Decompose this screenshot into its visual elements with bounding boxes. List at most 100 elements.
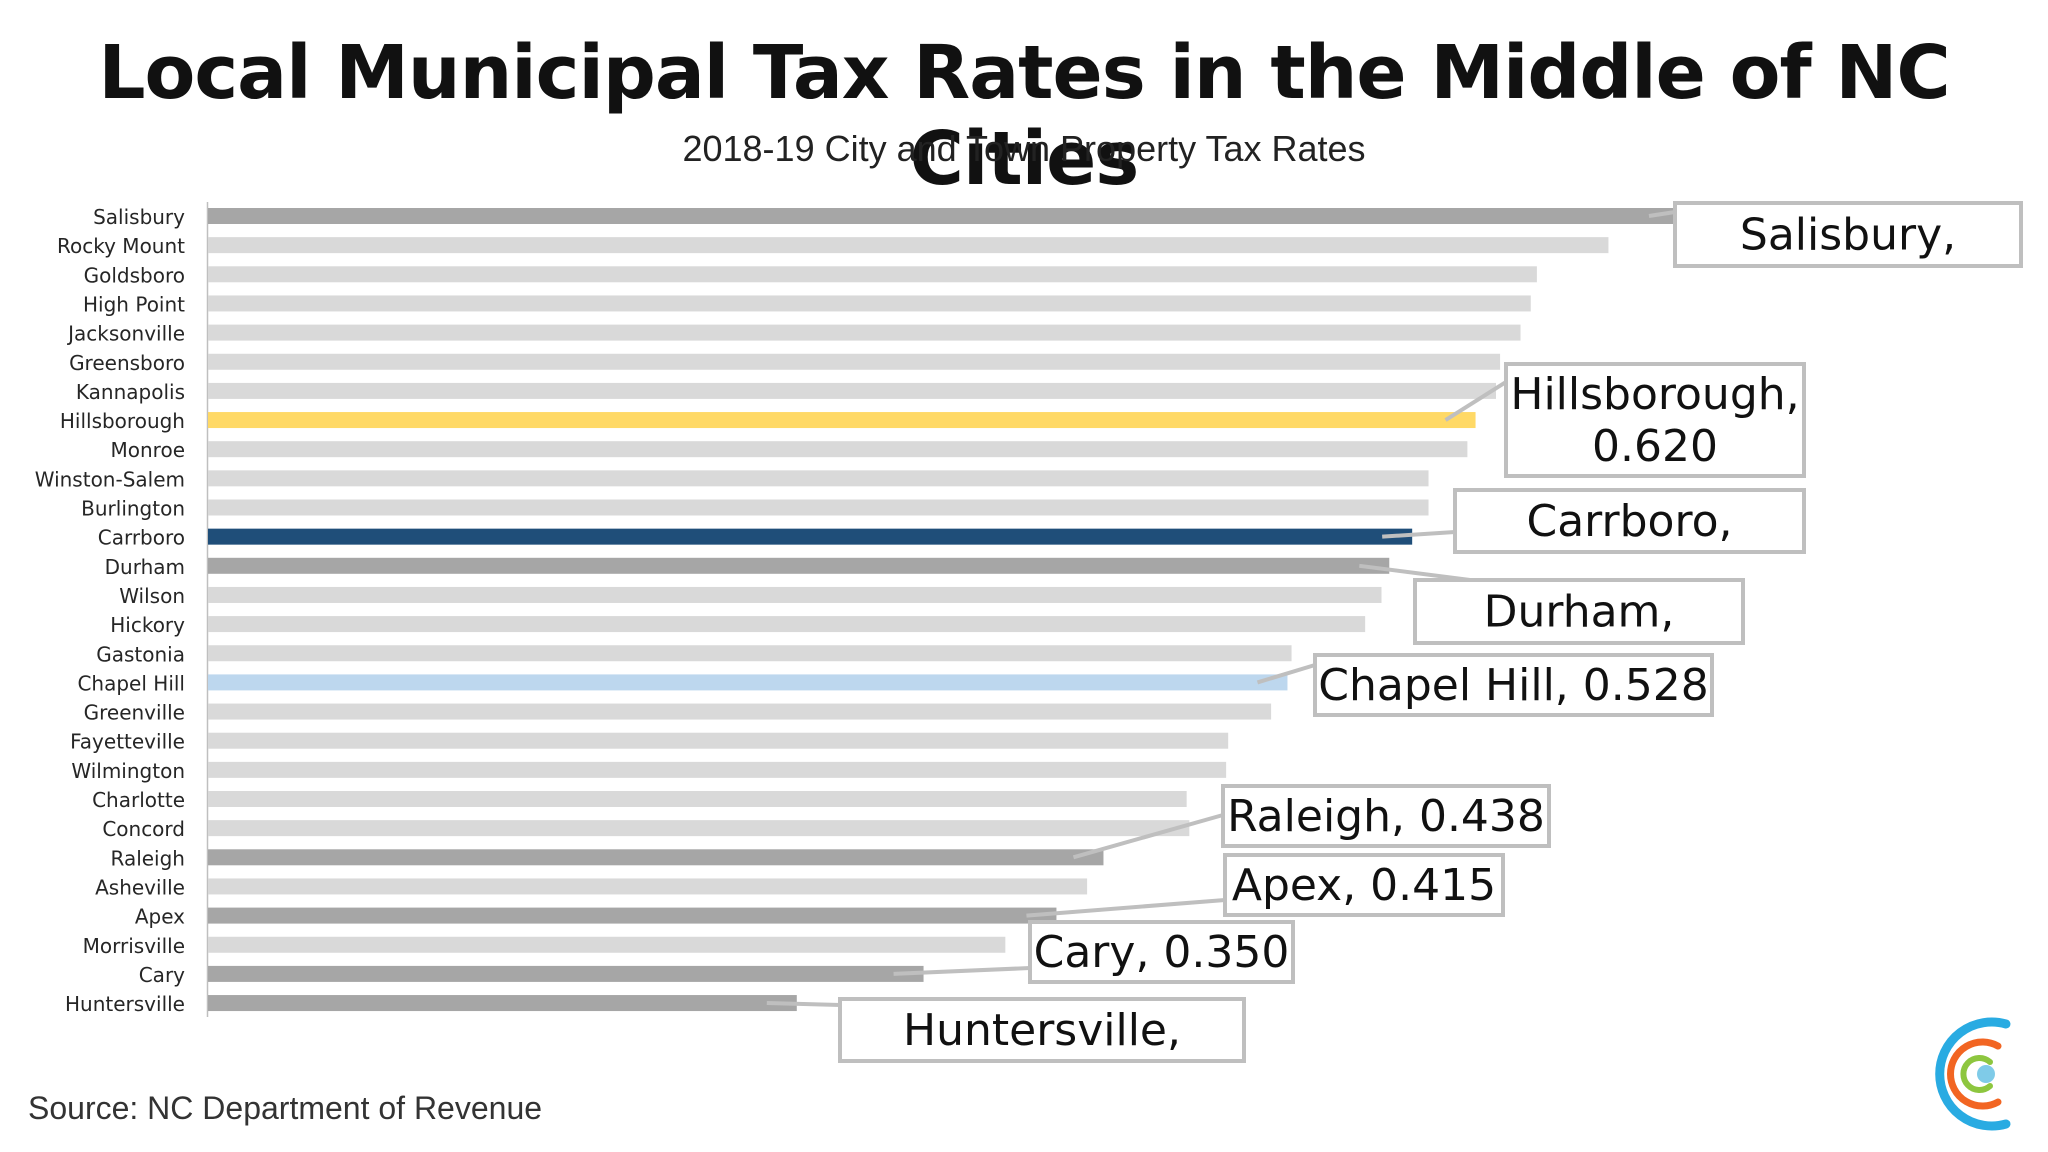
bars <box>208 208 1679 1012</box>
bar-asheville <box>208 878 1088 895</box>
leader-line <box>893 966 1031 976</box>
callout-box <box>1453 488 1806 554</box>
source-note: Source: NC Department of Revenue <box>28 1090 543 1126</box>
callout-huntersville: Huntersville, <box>766 997 1246 1063</box>
callout-label: Salisbury, <box>1740 210 1956 261</box>
tick-label-hillsborough: Hillsborough <box>60 409 185 433</box>
callout-box <box>1223 853 1505 917</box>
concentric-c-logo-icon <box>1935 1017 2011 1131</box>
tick-label-wilmington: Wilmington <box>71 759 185 783</box>
callout-label: Raleigh, 0.438 <box>1227 791 1545 842</box>
bar-durham <box>208 557 1390 574</box>
callout-carrboro: Carrboro, <box>1382 488 1806 554</box>
tick-label-rocky-mount: Rocky Mount <box>57 234 185 258</box>
tick-label-greenville: Greenville <box>84 701 185 725</box>
tick-label-charlotte: Charlotte <box>92 788 185 812</box>
bar-fayetteville <box>208 732 1229 749</box>
bar-wilmington <box>208 761 1227 778</box>
leader-line <box>1382 530 1456 539</box>
tick-label-greensboro: Greensboro <box>69 351 185 375</box>
bar-high-point <box>208 295 1531 312</box>
callout-label: Durham, <box>1484 587 1675 638</box>
bar-raleigh <box>208 849 1104 866</box>
bar-jacksonville <box>208 324 1521 341</box>
tick-label-cary: Cary <box>139 963 185 987</box>
tick-label-huntersville: Huntersville <box>65 992 185 1016</box>
tick-label-burlington: Burlington <box>81 497 185 521</box>
tick-label-durham: Durham <box>105 555 185 579</box>
tick-label-asheville: Asheville <box>95 875 185 899</box>
bar-carrboro <box>208 528 1413 545</box>
callouts: Salisbury, Hillsborough,0.620 Carrboro, Dur… <box>766 201 2023 1063</box>
bar-huntersville <box>208 995 797 1012</box>
bar-rocky-mount <box>208 237 1609 254</box>
leader-line <box>1026 898 1226 918</box>
bar-greensboro <box>208 353 1501 370</box>
callout-chapel-hill: Chapel Hill, 0.528 <box>1256 653 1714 717</box>
leader-line <box>766 1001 841 1007</box>
tick-label-apex: Apex <box>135 905 185 929</box>
leader-line <box>1359 563 1471 582</box>
bar-morrisville <box>208 936 1006 953</box>
tick-label-fayetteville: Fayetteville <box>70 730 185 754</box>
tick-label-morrisville: Morrisville <box>83 934 185 958</box>
bar-greenville <box>208 703 1272 720</box>
bar-burlington <box>208 499 1429 516</box>
bar-concord <box>208 820 1190 837</box>
bar-winston-salem <box>208 470 1429 487</box>
category-labels: Salisbury Rocky Mount Goldsboro High Point J… <box>35 205 185 1016</box>
callout-box <box>1313 653 1714 717</box>
bar-chapel-hill <box>208 674 1288 691</box>
callout-box <box>1028 920 1295 984</box>
tick-label-kannapolis: Kannapolis <box>76 380 185 404</box>
callout-label: Huntersville, <box>903 1005 1181 1056</box>
tick-label-high-point: High Point <box>83 292 185 316</box>
callout-cary: Cary, 0.350 <box>893 920 1295 984</box>
callout-label: Cary, 0.350 <box>1034 927 1290 978</box>
leader-line <box>1648 210 1676 218</box>
bar-goldsboro <box>208 266 1537 283</box>
bar-charlotte <box>208 791 1187 807</box>
tick-label-gastonia: Gastonia <box>96 642 185 666</box>
callout-box <box>1504 362 1806 478</box>
leader-line <box>1072 813 1224 860</box>
callout-salisbury: Salisbury, <box>1648 201 2023 268</box>
callout-raleigh: Raleigh, 0.438 <box>1072 784 1551 860</box>
callout-apex: Apex, 0.415 <box>1026 853 1505 918</box>
callout-hillsborough: Hillsborough,0.620 <box>1444 362 1806 478</box>
callout-label: Carrboro, <box>1527 496 1733 547</box>
tick-label-goldsboro: Goldsboro <box>84 263 185 287</box>
callout-box <box>1413 578 1745 645</box>
tick-label-hickory: Hickory <box>110 613 185 637</box>
chart-subtitle: 2018-19 City and Town Property Tax Rates <box>682 128 1366 169</box>
tick-label-jacksonville: Jacksonville <box>66 322 185 346</box>
callout-box <box>838 997 1246 1063</box>
tick-label-salisbury: Salisbury <box>93 205 185 229</box>
callout-label: 0.620 <box>1592 421 1718 472</box>
tick-label-winston-salem: Winston-Salem <box>35 467 185 491</box>
tick-label-concord: Concord <box>102 817 185 841</box>
bar-salisbury <box>208 208 1679 224</box>
callout-label: Apex, 0.415 <box>1232 860 1496 911</box>
bar-cary <box>208 965 924 982</box>
bar-hickory <box>208 616 1366 633</box>
tick-label-monroe: Monroe <box>111 438 186 462</box>
bar-gastonia <box>208 645 1292 662</box>
bar-hillsborough <box>208 412 1476 429</box>
leader-line <box>1256 663 1316 685</box>
chart-title: Local Municipal Tax Rates in the Middle … <box>98 30 1950 202</box>
callout-label: Chapel Hill, 0.528 <box>1318 660 1708 711</box>
callout-durham: Durham, <box>1359 563 1745 645</box>
tick-label-wilson: Wilson <box>119 584 185 608</box>
bar-wilson <box>208 586 1382 603</box>
callout-box <box>1673 201 2023 268</box>
bar-monroe <box>208 441 1468 458</box>
callout-label: Hillsborough, <box>1510 369 1799 420</box>
tick-label-raleigh: Raleigh <box>110 846 185 870</box>
tick-label-carrboro: Carrboro <box>98 526 185 550</box>
tick-label-chapel-hill: Chapel Hill <box>77 671 185 695</box>
callout-box <box>1221 784 1551 848</box>
bar-apex <box>208 907 1057 924</box>
bar-kannapolis <box>208 382 1496 399</box>
